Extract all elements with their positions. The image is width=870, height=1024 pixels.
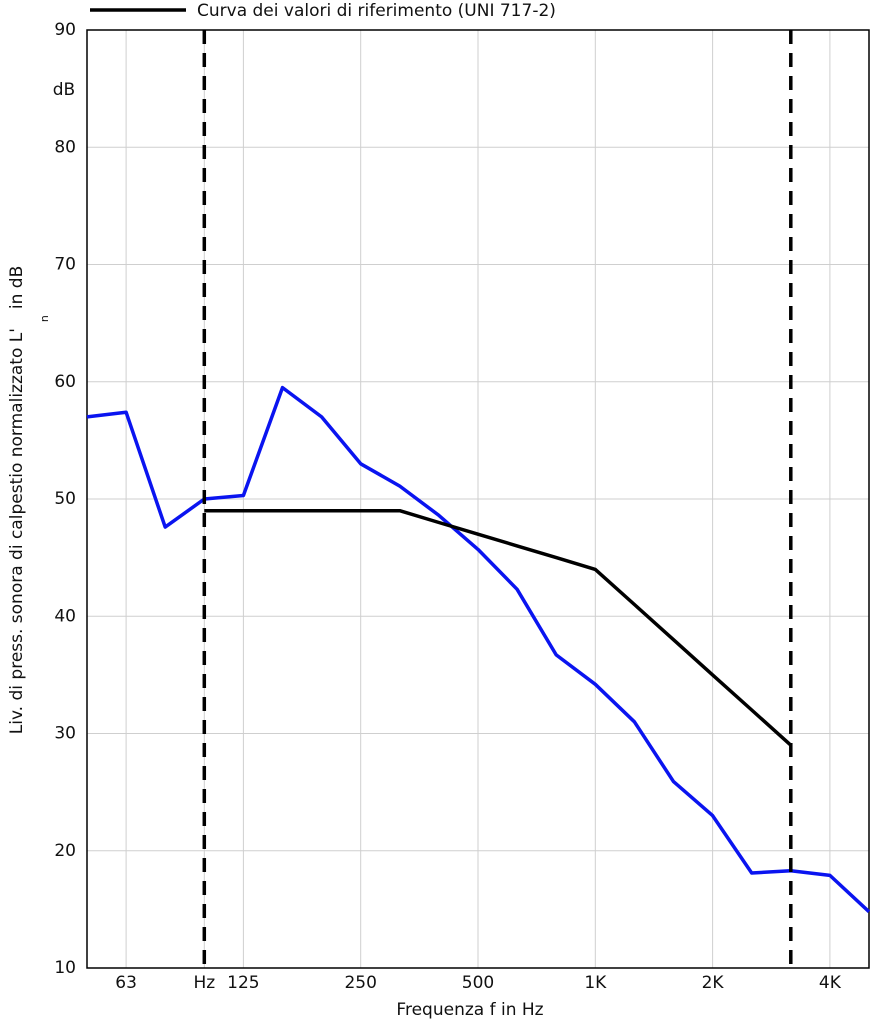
y-tick-label: 20 [54, 841, 76, 861]
x-tick-label: 250 [344, 973, 376, 993]
y-tick-label: 10 [54, 958, 76, 978]
series-line [204, 508, 792, 747]
series-line [86, 385, 870, 913]
y-tick-label: 70 [54, 255, 76, 275]
y-unit: dB [53, 80, 75, 100]
y-axis-label-end: in dB [7, 266, 27, 309]
x-tick-label: 500 [462, 973, 494, 993]
x-tick-label: 2K [702, 973, 725, 993]
plot-frame [86, 29, 870, 969]
y-tick-label: 90 [54, 20, 76, 40]
y-tick-label: 50 [54, 489, 76, 509]
y-tick-label: 60 [54, 372, 76, 392]
x-axis-label: Frequenza f in Hz [396, 1000, 543, 1020]
y-tick-label: 40 [54, 606, 76, 626]
x-tick-label: Hz [193, 973, 215, 993]
x-tick-label: 4K [819, 973, 842, 993]
x-tick-label: 1K [584, 973, 607, 993]
x-tick-label: 63 [115, 973, 137, 993]
y-tick-label: 80 [54, 137, 76, 157]
y-axis-label-main: Liv. di press. sonora di calpestio norma… [7, 328, 27, 734]
x-tick-label: 125 [227, 973, 259, 993]
y-axis-label-sub: n [38, 315, 51, 322]
legend-label: Curva dei valori di riferimento (UNI 717… [197, 1, 556, 21]
y-tick-label: 30 [54, 724, 76, 744]
y-axis-label: Liv. di press. sonora di calpestio norma… [7, 266, 51, 735]
